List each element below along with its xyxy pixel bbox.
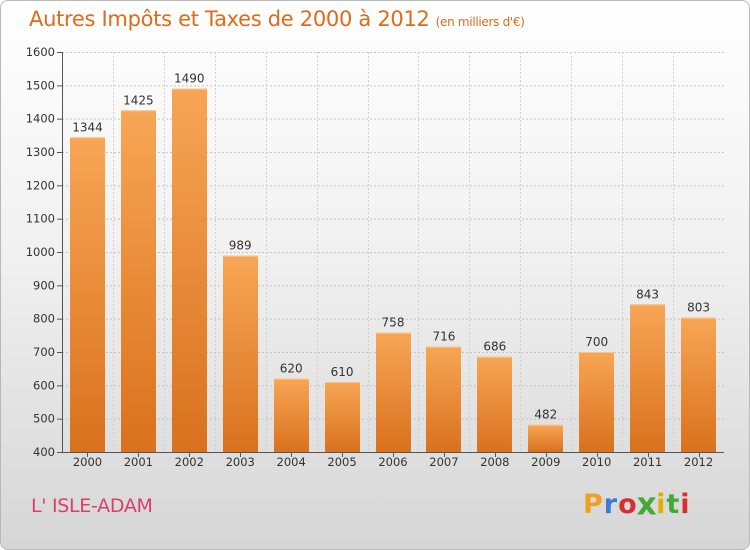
bar-highlight [376,332,411,334]
bar [477,356,512,452]
chart-title-text: Autres Impôts et Taxes de 2000 à 2012 [29,7,430,31]
bar-highlight [630,304,665,306]
data-label: 989 [229,239,252,253]
logo-letter: o [618,489,638,520]
x-tick-label: 2005 [327,455,356,469]
city-name: L' ISLE-ADAM [31,495,153,517]
y-tick-label: 1200 [26,178,55,192]
x-tick-label: 2000 [73,455,102,469]
y-tick-label: 600 [33,378,55,392]
data-label: 758 [382,316,405,330]
logo-letter: P [583,489,604,520]
data-label: 482 [534,408,557,422]
y-tick-label: 1500 [26,78,55,92]
bar-highlight [325,382,360,383]
bar [274,378,309,452]
y-tick-label: 1400 [26,112,55,126]
x-tick-label: 2002 [175,455,204,469]
proxiti-logo[interactable]: Proxiti [583,486,691,523]
bar [681,317,716,452]
bar-highlight [426,346,461,348]
y-tick-label: 700 [33,345,55,359]
bar-highlight [579,352,614,353]
bar-highlight [70,137,105,139]
y-tick-label: 800 [33,312,55,326]
bar [121,110,156,452]
bar-highlight [121,110,156,112]
x-tick-label: 2007 [429,455,458,469]
bar [528,424,563,452]
bar [426,346,461,452]
axes: 400 500 600 700 800 900 1000 1100 1200 1300 1400 15… [26,45,724,469]
data-label: 1490 [174,72,205,86]
y-tick-label: 1000 [26,245,55,259]
data-label: 1344 [72,120,103,134]
x-tick-label: 2012 [684,455,713,469]
bar [630,304,665,452]
bar-highlight [477,356,512,358]
bar-highlight [172,88,207,90]
y-tick-label: 500 [33,412,55,426]
y-tick-label: 400 [33,445,55,459]
data-label: 716 [432,330,455,344]
x-tick-label: 2003 [226,455,255,469]
bar-highlight [274,378,309,380]
logo-letter: r [603,489,619,520]
x-tick-label: 2004 [277,455,306,469]
x-tick-label: 2009 [531,455,560,469]
y-tick-label: 1100 [26,212,55,226]
logo-letter: t [666,489,681,520]
data-label: 686 [483,340,506,354]
x-tick-label: 2006 [378,455,407,469]
grid-lines [62,52,724,453]
chart-title: Autres Impôts et Taxes de 2000 à 2012 (en… [29,7,525,31]
data-label: 610 [331,365,354,379]
bar [376,332,411,452]
data-label: 843 [636,287,659,301]
x-tick-label: 2011 [633,455,662,469]
logo-letter: x [636,486,658,523]
logo-letter: i [656,489,667,520]
bar-highlight [528,424,563,426]
chart-subtitle: (en milliers d'€) [435,15,525,29]
data-label: 620 [280,362,303,376]
bars: 1344 1425 1490 989 620 610 758 716 686 482 700 843 8… [70,72,716,453]
logo-letter: i [680,489,691,520]
bar [325,382,360,452]
bar-highlight [681,317,716,319]
data-label: 700 [585,335,608,349]
bar [172,88,207,453]
x-tick-label: 2010 [582,455,611,469]
y-tick-label: 1300 [26,145,55,159]
bar [223,255,258,452]
x-tick-label: 2008 [480,455,509,469]
y-tick-label: 900 [33,278,55,292]
bar-highlight [223,255,258,257]
y-tick-label: 1600 [26,45,55,59]
bar [70,137,105,453]
data-label: 803 [687,301,710,315]
bar [579,352,614,452]
x-tick-label: 2001 [124,455,153,469]
data-label: 1425 [123,93,154,107]
